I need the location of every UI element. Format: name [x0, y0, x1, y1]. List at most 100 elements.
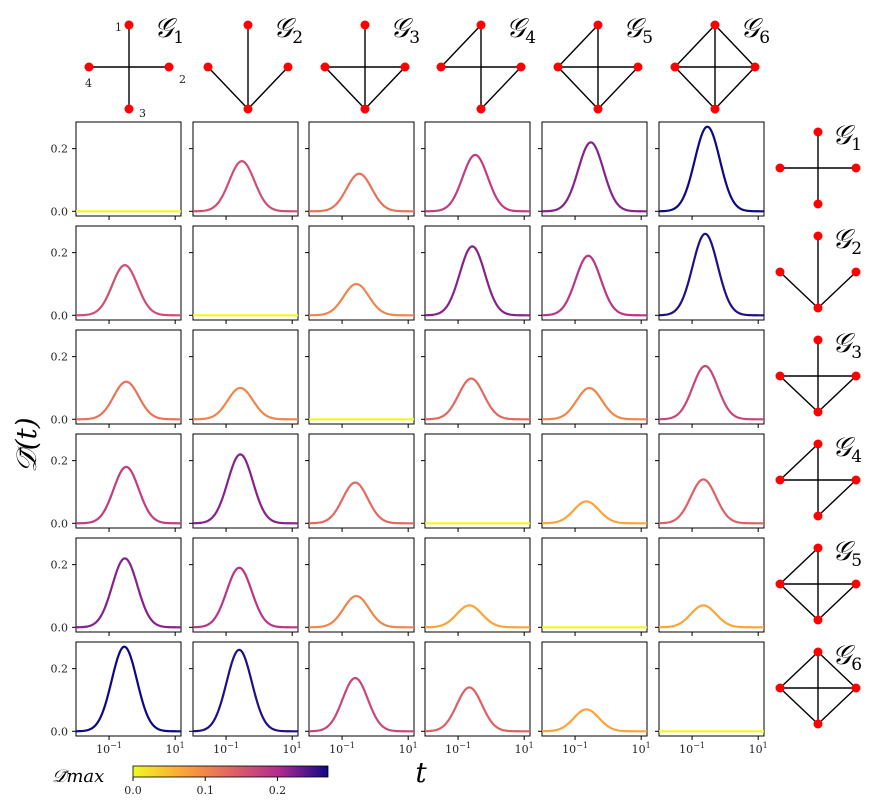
panel-r5-c3 — [305, 537, 415, 636]
panel-frame — [192, 641, 299, 737]
graph-vertex — [813, 303, 823, 313]
panel-r4-c6 — [655, 433, 765, 532]
graph-G3: 𝒢3 — [775, 328, 862, 417]
graph-edge — [557, 66, 599, 110]
panel-frame — [658, 433, 765, 529]
panel-frame — [424, 641, 531, 737]
graph-vertex — [775, 267, 785, 277]
series-line-r3-c4 — [424, 377, 530, 421]
graph-edge — [440, 24, 482, 68]
panel-frame — [308, 433, 415, 529]
series-line-r5-c6 — [658, 604, 764, 629]
series-line-r4-c1 — [75, 465, 182, 525]
series-line-r4-c5 — [541, 500, 647, 525]
x-tick-label: 10−1 — [445, 741, 471, 756]
graph-vertex — [360, 104, 370, 114]
x-tick-label: 101 — [166, 741, 185, 756]
graph-edge — [779, 583, 819, 621]
panel-frame — [308, 121, 415, 217]
graph-vertex — [851, 163, 861, 173]
panel-frame — [541, 225, 648, 321]
graph-edge — [817, 479, 857, 517]
panel-frame — [192, 433, 299, 529]
graph-vertex — [775, 683, 785, 693]
graph-G3: 𝒢3 — [320, 13, 420, 114]
panel-frame — [75, 433, 182, 529]
graph-vertex — [813, 127, 823, 137]
panel-frame — [75, 329, 182, 425]
panel-r2-c1: 0.0 0.2 — [51, 225, 182, 324]
graph-vertex — [851, 267, 861, 277]
panel-r3-c3 — [305, 329, 415, 428]
graph-vertex — [851, 579, 861, 589]
y-tick-label: 0.0 — [51, 413, 69, 426]
panel-frame — [541, 433, 648, 529]
graph-name-G1: 𝒢1 — [832, 120, 862, 155]
panel-frame — [424, 225, 531, 321]
graph-name-G1: 𝒢1 — [154, 13, 184, 48]
panel-frame — [541, 537, 648, 633]
graph-vertex — [476, 20, 486, 30]
graph-edge — [779, 687, 819, 725]
panel-frame — [192, 225, 299, 321]
graph-G4: 𝒢4 — [436, 13, 536, 114]
panel-r3-c4 — [421, 329, 531, 428]
graph-name-G4: 𝒢4 — [832, 432, 862, 467]
panel-r2-c6 — [655, 225, 765, 324]
panel-frame — [541, 641, 648, 737]
series-line-r5-c4 — [424, 604, 530, 629]
graph-vertex — [813, 719, 823, 729]
panel-r2-c3 — [305, 225, 415, 324]
series-line-r6-c4 — [424, 686, 530, 733]
series-line-r3-c6 — [658, 364, 764, 421]
series-line-r3-c2 — [193, 386, 298, 421]
y-tick-label: 0.0 — [51, 725, 69, 738]
panel-r2-c5 — [538, 225, 648, 324]
graph-vertex — [813, 543, 823, 553]
graph-G4: 𝒢4 — [775, 432, 862, 521]
graph-vertex — [243, 104, 253, 114]
graph-G1: 𝒢1 — [775, 120, 862, 209]
graph-vertex — [750, 62, 760, 72]
panel-frame — [308, 225, 415, 321]
graph-name-G5: 𝒢5 — [832, 536, 862, 571]
y-tick-label: 0.2 — [51, 663, 69, 676]
graph-vertex — [851, 371, 861, 381]
panel-r6-c3: 10−1 101 — [305, 641, 418, 756]
y-tick-label: 0.2 — [51, 247, 69, 260]
x-tick-label: 10−1 — [562, 741, 588, 756]
graph-vertex — [84, 62, 94, 72]
graph-vertex — [775, 475, 785, 485]
panel-r6-c1: 0.0 0.2 10−1 101 — [51, 641, 185, 756]
panel-r5-c5 — [538, 537, 648, 636]
x-tick-label: 101 — [515, 741, 534, 756]
graph-vertex — [203, 62, 213, 72]
panel-frame — [308, 537, 415, 633]
graph-vertex — [813, 439, 823, 449]
graph-edge — [779, 443, 819, 481]
series-line-r4-c3 — [308, 481, 414, 525]
panel-r6-c4: 10−1 101 — [421, 641, 534, 756]
series-line-r5-c2 — [192, 566, 298, 629]
colorbar: 𝒟̄max 0.0 0.1 0.2 — [52, 765, 329, 797]
graph-edge — [674, 24, 716, 68]
graph-vertex — [813, 615, 823, 625]
graph-edge — [779, 375, 819, 413]
series-line-r3-c5 — [542, 386, 647, 421]
x-tick-label: 10−1 — [329, 741, 355, 756]
colorbar-tick-label: 0.0 — [124, 784, 142, 797]
panel-frame — [75, 641, 182, 737]
x-axis-label: t — [415, 756, 427, 789]
y-tick-label: 0.2 — [51, 143, 69, 156]
graph-name-G3: 𝒢3 — [832, 328, 862, 363]
panel-r2-c2 — [189, 225, 299, 324]
panel-r5-c4 — [421, 537, 531, 636]
graph-edge — [817, 375, 857, 413]
series-line-r5-c1 — [75, 557, 181, 629]
graph-G1: 𝒢1 1 2 3 4 — [84, 13, 186, 120]
x-tick-label: 101 — [399, 741, 418, 756]
colorbar-tick-label: 0.2 — [269, 784, 287, 797]
panel-r6-c5: 10−1 101 — [538, 641, 651, 756]
graph-name-G4: 𝒢4 — [506, 13, 536, 48]
panel-r5-c6 — [655, 537, 765, 636]
